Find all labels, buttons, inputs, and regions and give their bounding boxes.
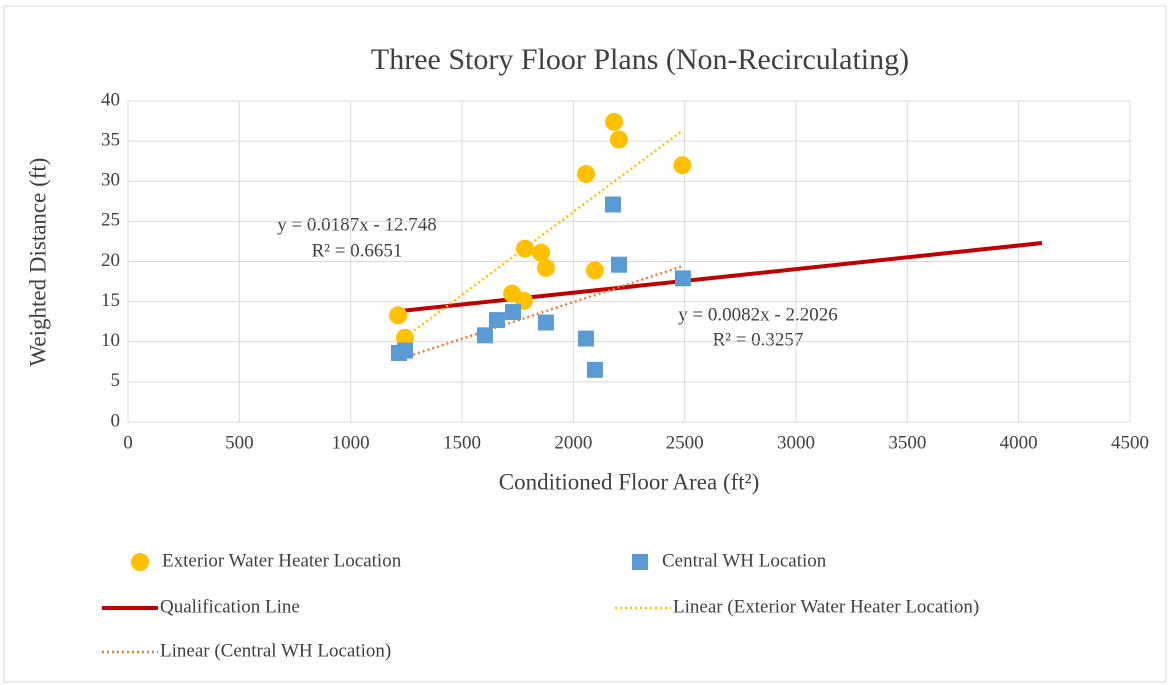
trend-line	[397, 129, 684, 344]
legend-label: Central WH Location	[662, 550, 827, 571]
point	[609, 130, 628, 149]
y-tick-label: 40	[101, 89, 120, 110]
x-tick-label: 0	[123, 432, 133, 453]
annotation: y = 0.0082x - 2.2026	[678, 304, 838, 325]
legend-label: Linear (Central WH Location)	[160, 640, 391, 661]
trend-line	[397, 241, 1043, 314]
legend-label: Qualification Line	[160, 596, 300, 617]
point	[674, 270, 691, 287]
x-tick-label: 2000	[554, 432, 592, 453]
point	[604, 196, 621, 213]
point	[516, 239, 535, 258]
y-axis-label: Weighted Distance (ft)	[25, 158, 50, 367]
point	[536, 258, 555, 277]
annotation: R² = 0.6651	[312, 240, 403, 261]
point	[389, 306, 408, 325]
y-tick-label: 10	[101, 330, 120, 351]
point	[673, 156, 692, 175]
y-tick-label: 0	[111, 410, 121, 431]
x-tick-label: 3000	[777, 432, 815, 453]
x-tick-label: 1000	[332, 432, 370, 453]
point	[586, 361, 603, 378]
point	[585, 261, 604, 280]
x-tick-label: 3500	[888, 432, 926, 453]
y-tick-label: 5	[111, 370, 121, 391]
x-tick-label: 4500	[1111, 432, 1149, 453]
point	[396, 342, 413, 359]
point	[610, 256, 627, 273]
x-tick-label: 4000	[1000, 432, 1038, 453]
legend-marker	[131, 553, 149, 571]
point	[577, 165, 596, 184]
x-tick-label: 1500	[443, 432, 481, 453]
point	[537, 314, 554, 331]
legend-marker	[632, 554, 648, 570]
point	[476, 327, 493, 344]
y-tick-label: 35	[101, 129, 120, 150]
point	[504, 304, 521, 321]
chart-title: Three Story Floor Plans (Non-Recirculati…	[371, 43, 909, 76]
annotation: R² = 0.3257	[713, 329, 804, 350]
point	[578, 330, 595, 347]
legend-label: Exterior Water Heater Location	[162, 550, 402, 571]
legend-label: Linear (Exterior Water Heater Location)	[673, 596, 979, 617]
y-tick-label: 25	[101, 210, 120, 231]
y-tick-label: 15	[101, 290, 120, 311]
point	[532, 243, 551, 262]
annotation: y = 0.0187x - 12.748	[277, 214, 437, 235]
point	[488, 312, 505, 329]
point	[605, 112, 624, 131]
point	[395, 328, 414, 347]
x-tick-label: 500	[225, 432, 254, 453]
x-tick-label: 2500	[666, 432, 704, 453]
y-tick-label: 30	[101, 170, 120, 191]
x-axis-label: Conditioned Floor Area (ft²)	[499, 469, 760, 494]
y-tick-label: 20	[101, 250, 120, 271]
